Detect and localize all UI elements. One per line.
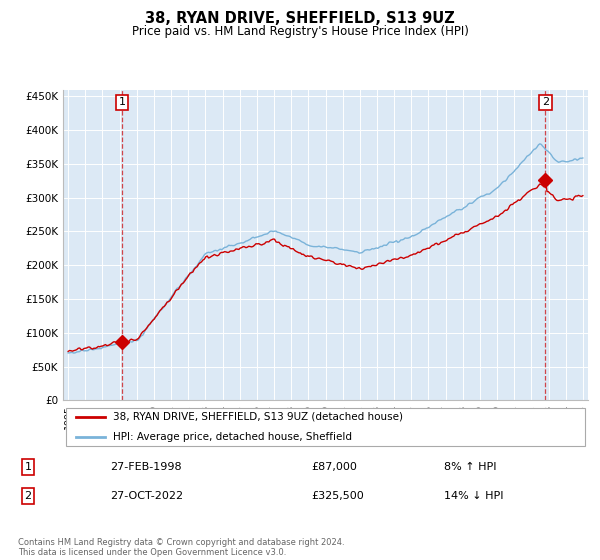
Text: Contains HM Land Registry data © Crown copyright and database right 2024.
This d: Contains HM Land Registry data © Crown c… bbox=[18, 538, 344, 557]
Text: Price paid vs. HM Land Registry's House Price Index (HPI): Price paid vs. HM Land Registry's House … bbox=[131, 25, 469, 38]
Text: 27-OCT-2022: 27-OCT-2022 bbox=[110, 491, 183, 501]
Text: £325,500: £325,500 bbox=[311, 491, 364, 501]
Text: 14% ↓ HPI: 14% ↓ HPI bbox=[444, 491, 503, 501]
Text: £87,000: £87,000 bbox=[311, 462, 358, 472]
Text: 2: 2 bbox=[542, 97, 549, 108]
FancyBboxPatch shape bbox=[65, 408, 586, 446]
Text: 2: 2 bbox=[25, 491, 32, 501]
Text: 38, RYAN DRIVE, SHEFFIELD, S13 9UZ (detached house): 38, RYAN DRIVE, SHEFFIELD, S13 9UZ (deta… bbox=[113, 412, 403, 422]
Text: 27-FEB-1998: 27-FEB-1998 bbox=[110, 462, 182, 472]
Text: HPI: Average price, detached house, Sheffield: HPI: Average price, detached house, Shef… bbox=[113, 432, 352, 442]
Text: 8% ↑ HPI: 8% ↑ HPI bbox=[444, 462, 497, 472]
Text: 1: 1 bbox=[119, 97, 125, 108]
Text: 1: 1 bbox=[25, 462, 32, 472]
Text: 38, RYAN DRIVE, SHEFFIELD, S13 9UZ: 38, RYAN DRIVE, SHEFFIELD, S13 9UZ bbox=[145, 11, 455, 26]
